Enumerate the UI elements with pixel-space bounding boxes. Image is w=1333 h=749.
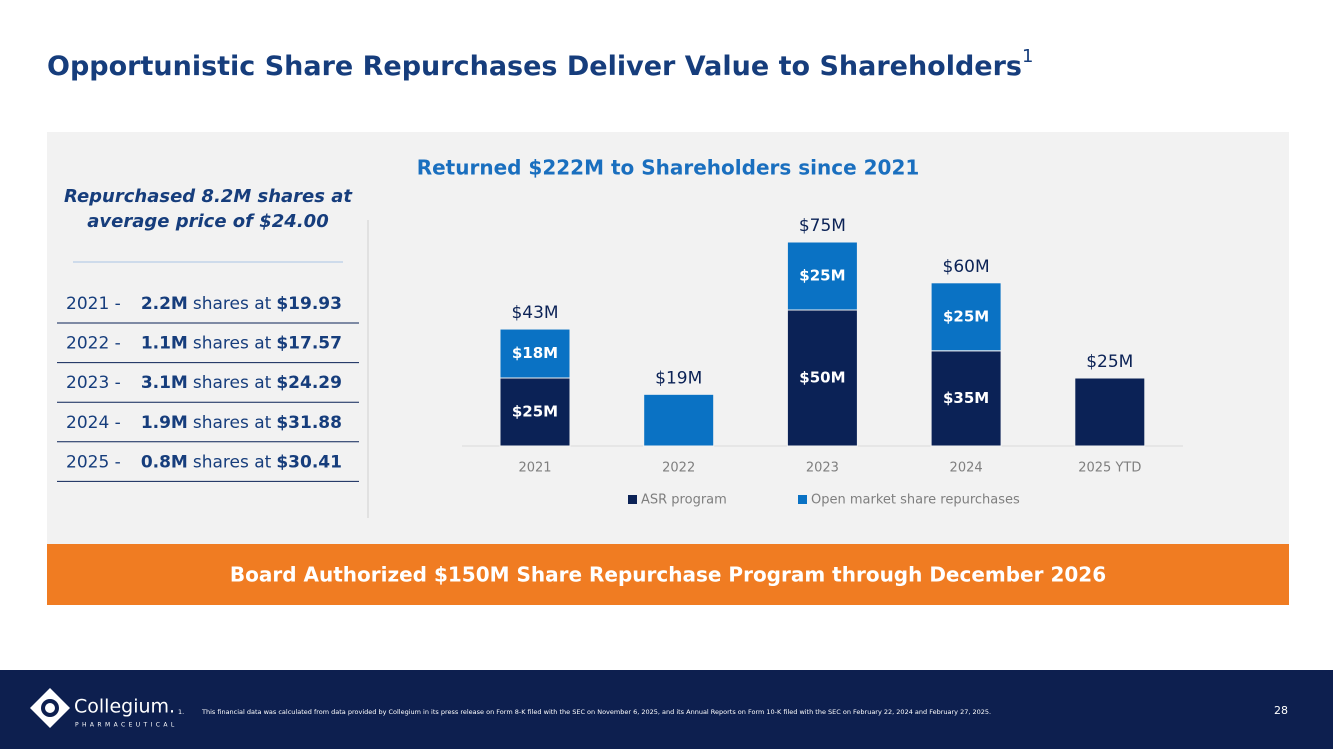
page-number: 28 [1274, 704, 1288, 717]
total-label: $25M [1086, 352, 1133, 372]
slide-title: Opportunistic Share Repurchases Deliver … [47, 46, 1033, 82]
logo-text: Collegium. [74, 696, 175, 718]
summary-row: 2023 - 3.1M shares at $24.29 [66, 373, 342, 393]
row-shares: 1.9M [141, 413, 188, 433]
legend-label: ASR program [641, 493, 727, 508]
summary-row: 2025 - 0.8M shares at $30.41 [66, 452, 342, 472]
segment-label: $50M [799, 369, 845, 387]
total-label: $19M [655, 368, 702, 388]
row-year: 2025 - [66, 452, 121, 472]
bar-segment [930, 350, 1002, 447]
row-price: $17.57 [276, 334, 342, 354]
legend-swatch [628, 495, 637, 504]
footnote: This financial data was calculated from … [201, 708, 991, 716]
footer [0, 670, 1333, 749]
bar-segment [786, 309, 858, 447]
row-text: shares at [193, 334, 272, 354]
legend-swatch [798, 495, 807, 504]
row-shares: 3.1M [141, 373, 188, 393]
title-footnote: 1 [1022, 46, 1033, 67]
total-label: $75M [799, 216, 846, 236]
chart-title: Returned $222M to Shareholders since 202… [417, 156, 920, 180]
x-tick-label: 2025 YTD [1078, 461, 1141, 476]
row-shares: 2.2M [141, 294, 188, 314]
row-price: $30.41 [276, 452, 342, 472]
segment-label: $25M [512, 403, 558, 421]
row-shares: 1.1M [141, 334, 188, 354]
segment-label: $35M [943, 389, 989, 407]
row-price: $24.29 [276, 373, 342, 393]
row-year: 2021 - [66, 294, 121, 314]
segment-label: $25M [943, 307, 989, 325]
summary-heading: Repurchased 8.2M shares at average price … [64, 186, 353, 232]
row-text: shares at [193, 452, 272, 472]
logo-sub: PHARMACEUTICAL [75, 722, 178, 729]
logo-icon [30, 688, 70, 728]
heading-line: Repurchased 8.2M shares at [64, 186, 353, 207]
bar-segment [786, 241, 858, 311]
segment-label: $18M [512, 344, 558, 362]
bar-segment [643, 393, 715, 447]
row-text: shares at [193, 413, 272, 433]
total-label: $43M [511, 303, 558, 323]
footnote-number: 1. [178, 708, 184, 716]
bar-segment [930, 282, 1002, 352]
segment-label: $25M [799, 267, 845, 285]
row-text: shares at [193, 294, 272, 314]
heading-line: average price of $24.00 [87, 211, 328, 232]
legend-label: Open market share repurchases [811, 493, 1020, 508]
banner [47, 544, 1289, 605]
total-label: $60M [943, 257, 990, 277]
x-tick-label: 2023 [806, 461, 839, 476]
row-year: 2023 - [66, 373, 121, 393]
summary-row: 2022 - 1.1M shares at $17.57 [66, 334, 342, 354]
row-price: $31.88 [276, 413, 342, 433]
summary-row: 2024 - 1.9M shares at $31.88 [66, 413, 342, 433]
row-year: 2022 - [66, 334, 121, 354]
title-text: Opportunistic Share Repurchases Deliver … [47, 51, 1022, 82]
panel [47, 132, 1289, 544]
summary-row: 2021 - 2.2M shares at $19.93 [66, 294, 342, 314]
row-shares: 0.8M [141, 452, 188, 472]
row-text: shares at [193, 373, 272, 393]
x-tick-label: 2024 [950, 461, 983, 476]
bar-segment [499, 377, 571, 447]
banner-text: Board Authorized $150M Share Repurchase … [230, 563, 1106, 587]
x-tick-label: 2021 [518, 461, 551, 476]
bar-segment [1074, 377, 1146, 447]
x-tick-label: 2022 [662, 461, 695, 476]
row-price: $19.93 [276, 294, 342, 314]
row-year: 2024 - [66, 413, 121, 433]
bar-segment [499, 328, 571, 379]
